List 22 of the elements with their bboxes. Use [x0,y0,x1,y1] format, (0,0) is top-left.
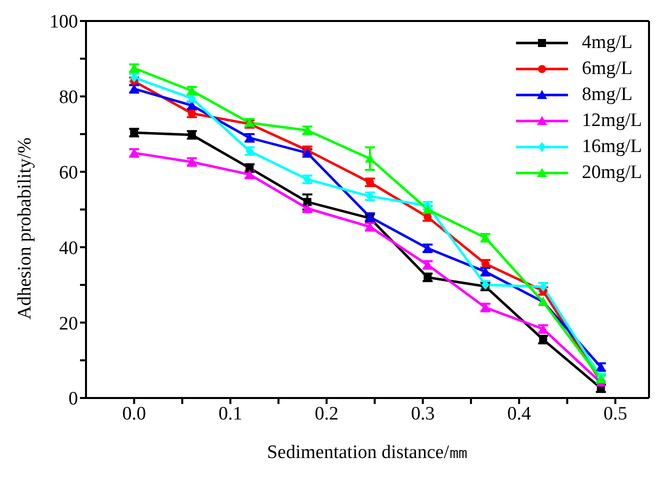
legend-label: 12mg/L [582,110,642,132]
y-tick-label: 0 [68,388,78,410]
legend-label: 4mg/L [582,32,632,54]
y-tick-label: 60 [59,162,78,184]
y-tick-label: 100 [50,12,78,33]
x-tick-label: 0.1 [218,403,242,424]
x-tick-label: 0.0 [122,403,146,424]
x-tick-label: 0.3 [410,403,435,424]
legend-label: 6mg/L [582,58,632,80]
x-tick-label: 0.5 [603,403,628,424]
point [303,198,312,206]
y-tick-label: 40 [59,238,78,259]
x-axis-title: Sedimentation distance/㎜ [266,442,468,463]
legend-label: 8mg/L [582,84,632,106]
x-tick-label: 0.2 [314,403,338,424]
y-tick-label: 20 [59,313,78,334]
point [364,154,375,163]
legend-label: 16mg/L [582,136,642,158]
y-tick-label: 80 [59,87,78,108]
x-tick-label: 0.4 [507,403,532,424]
legend-label: 20mg/L [582,162,642,184]
y-axis-title: Adhesion probability/% [14,137,36,320]
